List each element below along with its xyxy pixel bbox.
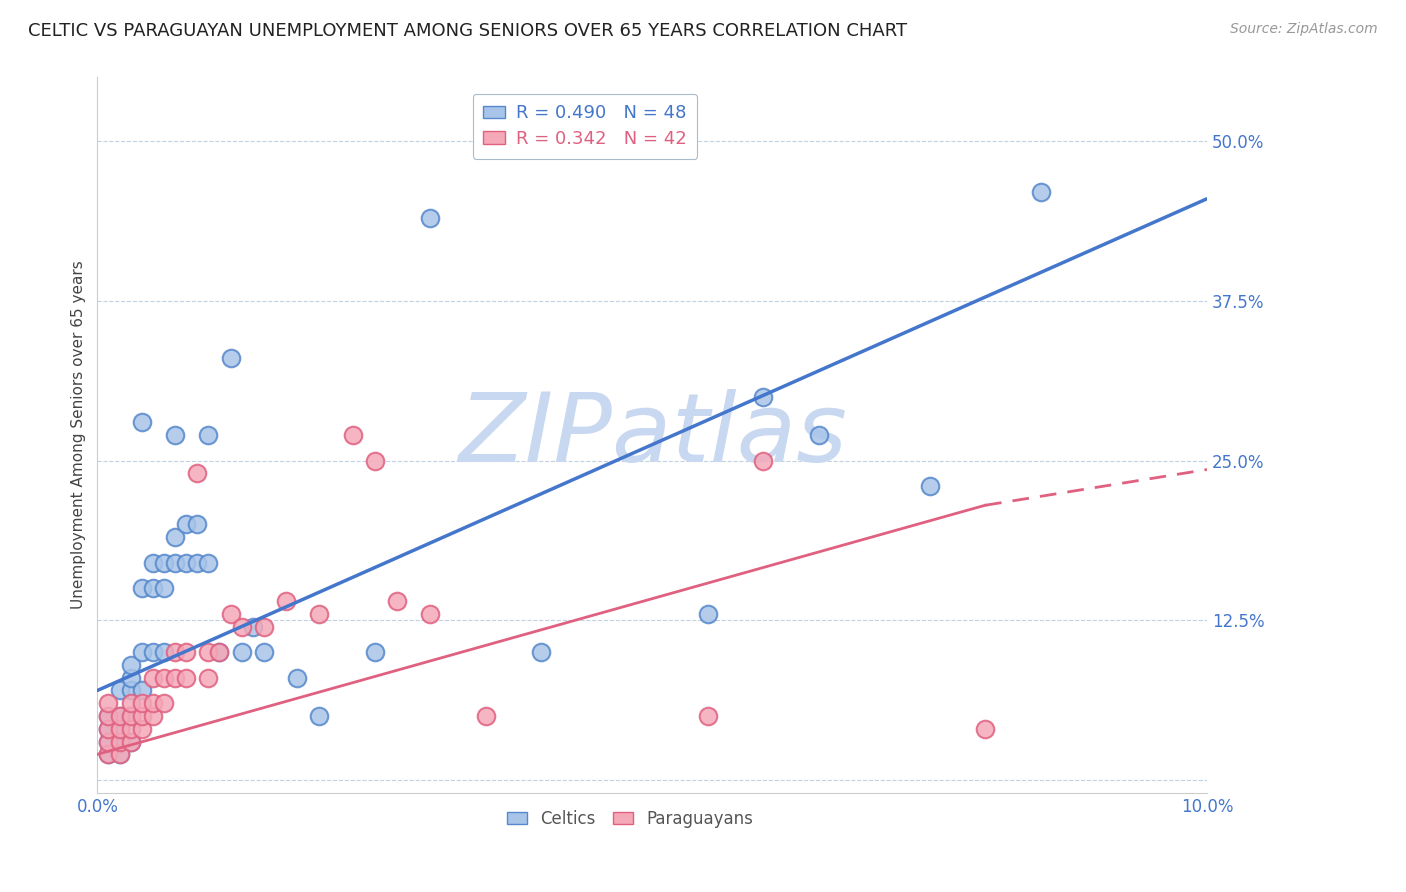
Point (186, 556, 208, 570)
Point (807, 428, 830, 442)
Point (131, 696, 153, 710)
Point (364, 645, 387, 659)
Point (308, 607, 330, 621)
Point (142, 645, 165, 659)
Point (108, 747, 131, 762)
Point (231, 645, 253, 659)
Point (253, 645, 276, 659)
Point (97, 709, 120, 723)
Point (131, 415, 153, 429)
Point (197, 645, 219, 659)
Point (752, 453, 775, 467)
Point (120, 671, 142, 685)
Point (197, 428, 219, 442)
Point (163, 556, 186, 570)
Point (97, 747, 120, 762)
Point (153, 556, 176, 570)
Point (97, 696, 120, 710)
Point (364, 453, 387, 467)
Point (153, 671, 176, 685)
Point (97, 722, 120, 736)
Point (186, 517, 208, 532)
Point (131, 683, 153, 698)
Point (120, 696, 142, 710)
Point (197, 556, 219, 570)
Point (97, 747, 120, 762)
Point (174, 671, 197, 685)
Point (97, 709, 120, 723)
Point (163, 645, 186, 659)
Point (97, 734, 120, 748)
Point (131, 709, 153, 723)
Point (1029, 186, 1052, 200)
Point (253, 619, 276, 633)
Point (108, 734, 131, 748)
Point (285, 671, 308, 685)
Point (163, 530, 186, 544)
Text: ZIPatlas: ZIPatlas (458, 389, 846, 482)
Point (108, 747, 131, 762)
Point (174, 517, 197, 532)
Point (120, 709, 142, 723)
Point (208, 645, 231, 659)
Point (197, 671, 219, 685)
Point (131, 645, 153, 659)
Point (174, 645, 197, 659)
Point (108, 722, 131, 736)
Point (219, 607, 242, 621)
Point (153, 582, 176, 596)
Point (142, 671, 165, 685)
Point (131, 582, 153, 596)
Point (174, 556, 197, 570)
Point (120, 734, 142, 748)
Point (385, 594, 408, 608)
Point (219, 351, 242, 366)
Text: Source: ZipAtlas.com: Source: ZipAtlas.com (1230, 22, 1378, 37)
Point (274, 594, 297, 608)
Point (208, 645, 231, 659)
Point (120, 683, 142, 698)
Point (752, 390, 775, 404)
Point (153, 696, 176, 710)
Point (530, 645, 553, 659)
Point (153, 645, 176, 659)
Text: CELTIC VS PARAGUAYAN UNEMPLOYMENT AMONG SENIORS OVER 65 YEARS CORRELATION CHART: CELTIC VS PARAGUAYAN UNEMPLOYMENT AMONG … (28, 22, 907, 40)
Point (142, 556, 165, 570)
Point (918, 479, 941, 493)
Point (342, 428, 364, 442)
Point (108, 722, 131, 736)
Point (419, 607, 441, 621)
Point (97, 722, 120, 736)
Point (163, 428, 186, 442)
Point (108, 734, 131, 748)
Point (108, 709, 131, 723)
Point (186, 467, 208, 481)
Point (97, 734, 120, 748)
Point (696, 607, 718, 621)
Point (120, 722, 142, 736)
Point (142, 582, 165, 596)
Point (974, 722, 997, 736)
Point (474, 709, 496, 723)
Point (142, 696, 165, 710)
Point (108, 709, 131, 723)
Point (696, 709, 718, 723)
Point (308, 709, 330, 723)
Point (120, 734, 142, 748)
Point (242, 619, 264, 633)
Legend: Celtics, Paraguayans: Celtics, Paraguayans (501, 803, 759, 834)
Point (108, 683, 131, 698)
Point (120, 709, 142, 723)
Point (120, 657, 142, 672)
Point (163, 671, 186, 685)
Point (419, 211, 441, 225)
Y-axis label: Unemployment Among Seniors over 65 years: Unemployment Among Seniors over 65 years (72, 260, 86, 609)
Point (142, 709, 165, 723)
Point (131, 722, 153, 736)
Point (231, 619, 253, 633)
